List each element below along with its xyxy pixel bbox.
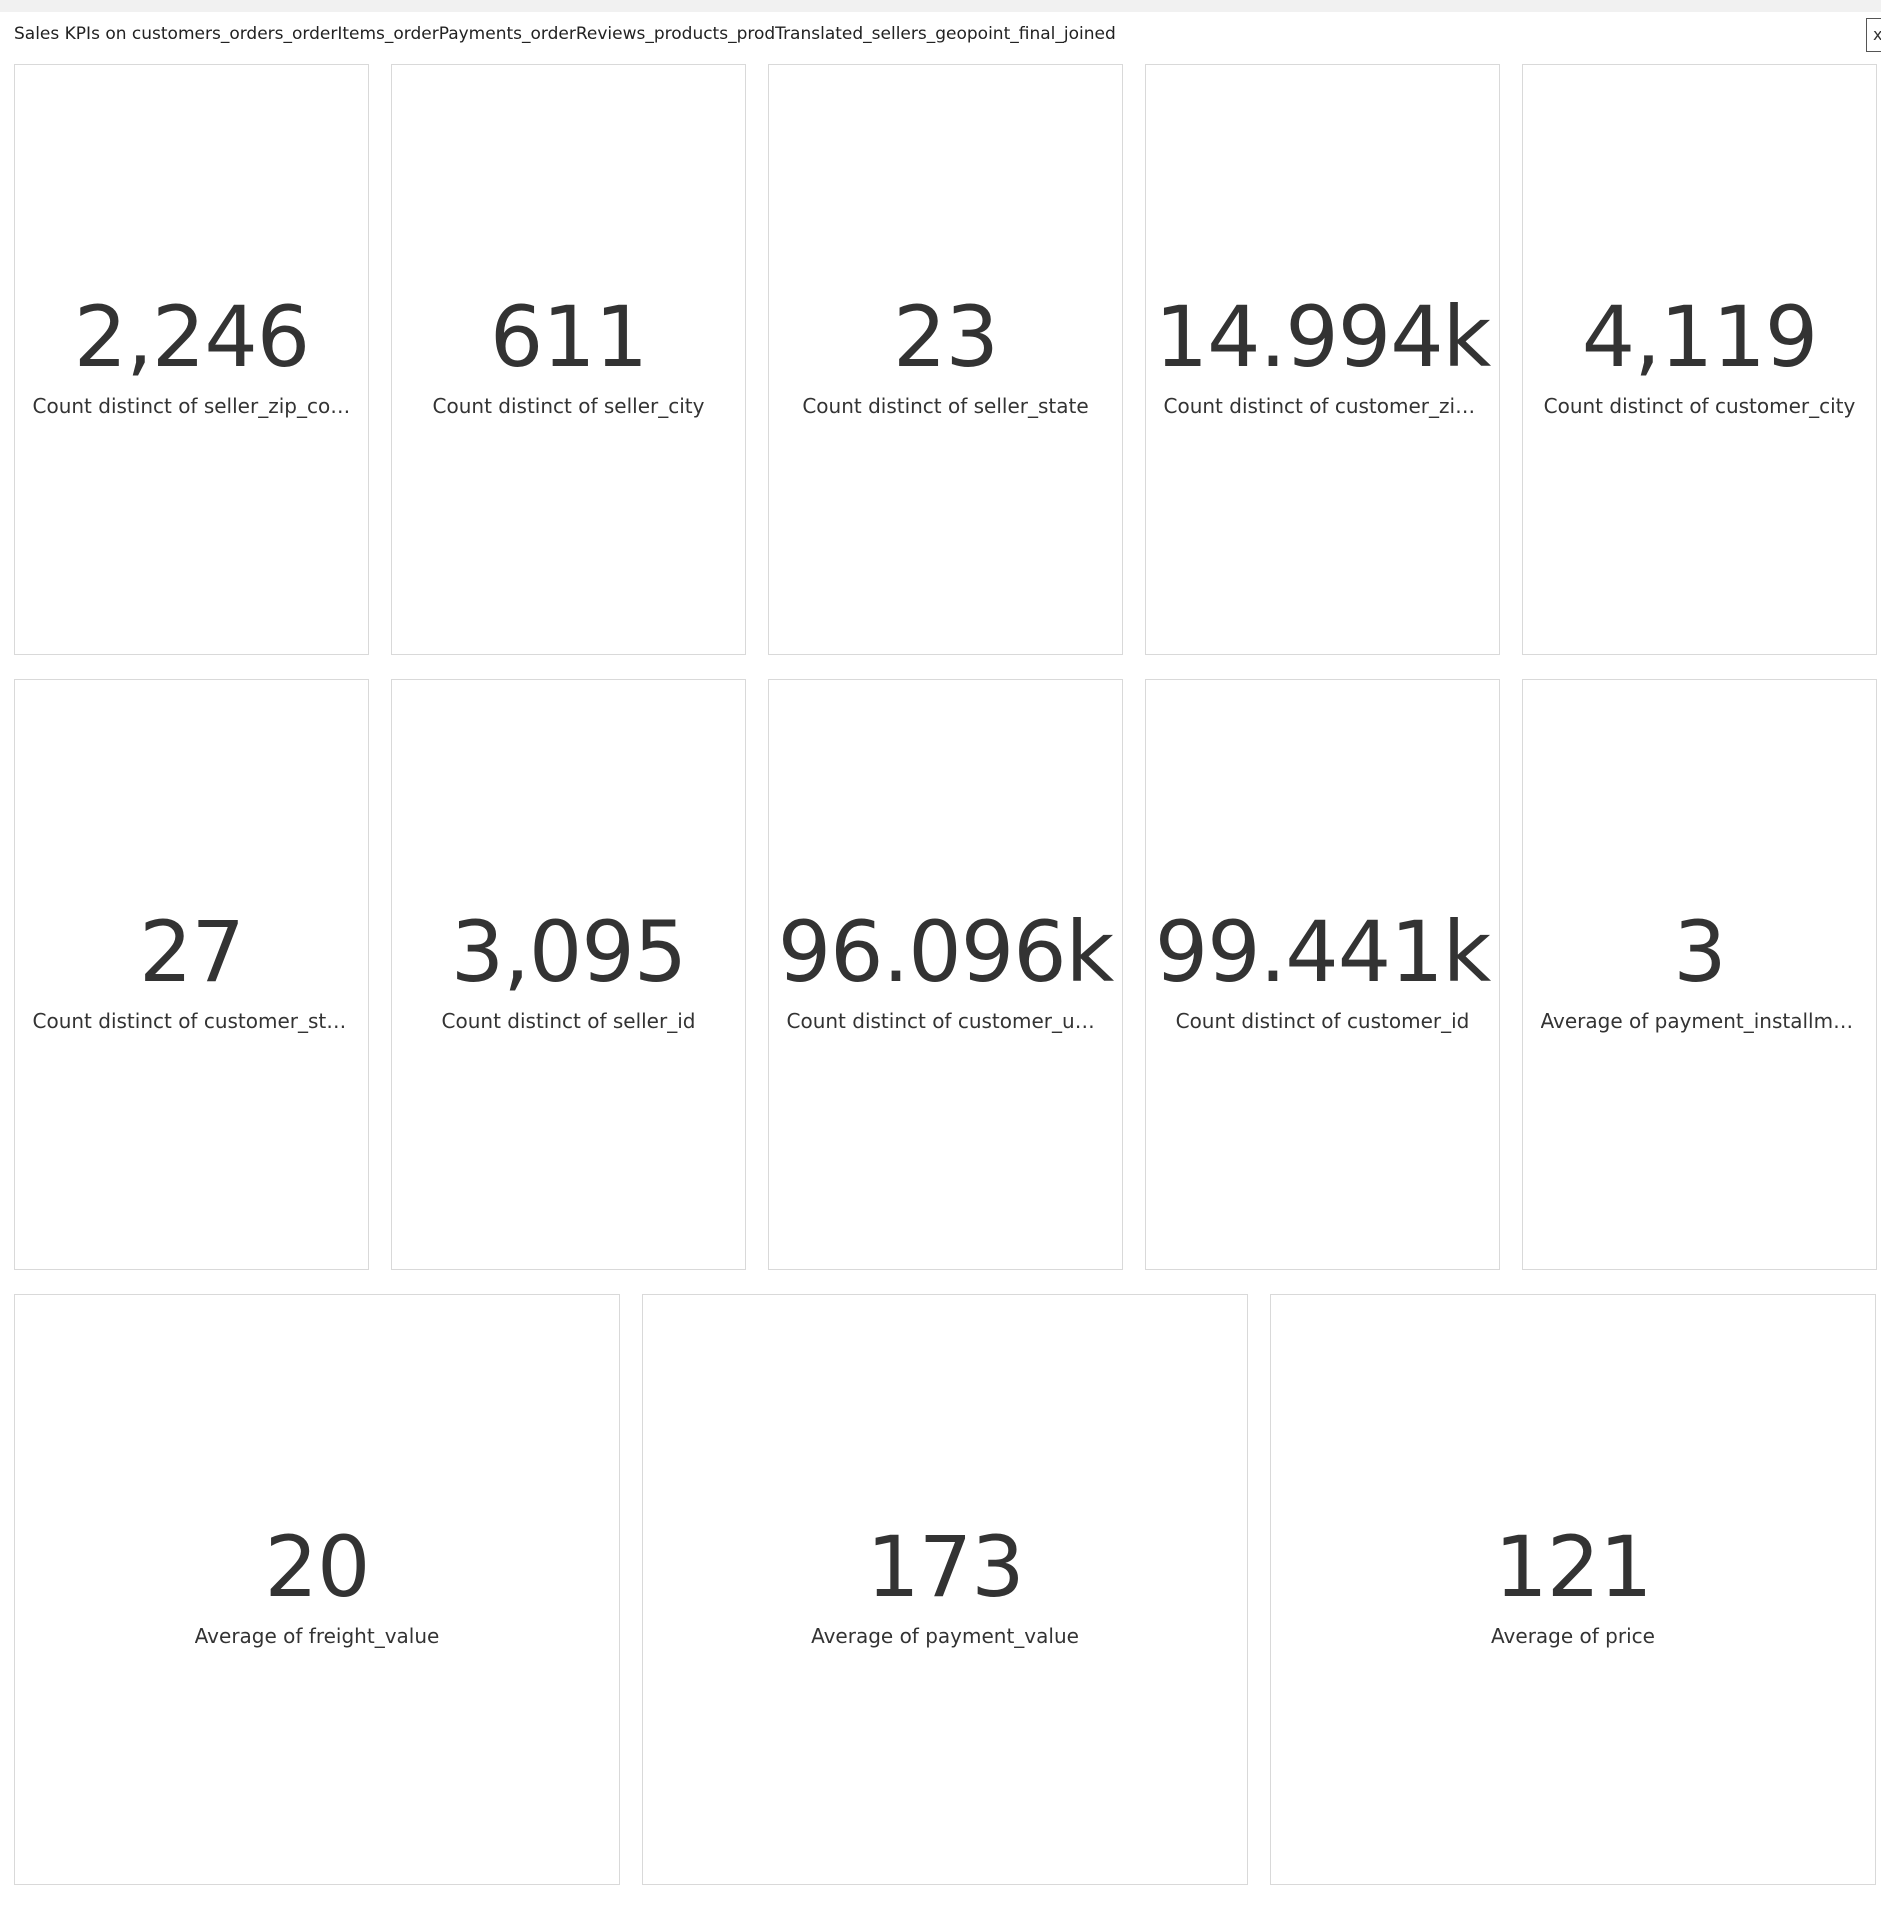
kpi-value: 121 — [1494, 1517, 1652, 1616]
kpi-card-seller-city[interactable]: 611 Count distinct of seller_city — [391, 64, 746, 655]
kpi-card-customer-zip-code[interactable]: 14.994k Count distinct of customer_zip_.… — [1145, 64, 1500, 655]
kpi-value: 2,246 — [73, 287, 310, 386]
panel-title: Sales KPIs on customers_orders_orderItem… — [14, 24, 1116, 44]
kpi-value: 3,095 — [450, 902, 687, 1001]
kpi-label: Count distinct of seller_city — [432, 393, 705, 418]
kpi-card-payment-installments[interactable]: 3 Average of payment_installments — [1522, 679, 1877, 1270]
kpi-card-customer-city[interactable]: 4,119 Count distinct of customer_city — [1522, 64, 1877, 655]
kpi-card-customer-id[interactable]: 99.441k Count distinct of customer_id — [1145, 679, 1500, 1270]
kpi-label: Count distinct of customer_uniq... — [786, 1008, 1105, 1033]
kpi-label: Count distinct of seller_zip_code... — [32, 393, 351, 418]
kpi-label: Count distinct of seller_id — [441, 1008, 696, 1033]
kpi-value: 3 — [1673, 902, 1726, 1001]
kpi-label: Count distinct of customer_zip_... — [1163, 393, 1482, 418]
kpi-value: 27 — [139, 902, 245, 1001]
kpi-value: 20 — [264, 1517, 371, 1616]
kpi-value: 23 — [893, 287, 999, 386]
kpi-value: 4,119 — [1581, 287, 1818, 386]
close-button[interactable]: x — [1866, 18, 1881, 52]
kpi-row-3: 20 Average of freight_value 173 Average … — [14, 1294, 1878, 1885]
kpi-card-seller-zip-code[interactable]: 2,246 Count distinct of seller_zip_code.… — [14, 64, 369, 655]
kpi-card-price[interactable]: 121 Average of price — [1270, 1294, 1876, 1885]
kpi-label: Average of payment_value — [811, 1623, 1079, 1648]
kpi-label: Count distinct of customer_id — [1175, 1008, 1470, 1033]
kpi-label: Count distinct of customer_state — [32, 1008, 351, 1033]
kpi-value: 611 — [489, 287, 648, 386]
kpi-card-customer-state[interactable]: 27 Count distinct of customer_state — [14, 679, 369, 1270]
kpi-label: Average of freight_value — [194, 1623, 440, 1648]
kpi-value: 14.994k — [1154, 287, 1492, 386]
kpi-label: Average of price — [1491, 1623, 1655, 1648]
kpi-grid: 2,246 Count distinct of seller_zip_code.… — [14, 64, 1878, 1909]
kpi-card-freight-value[interactable]: 20 Average of freight_value — [14, 1294, 620, 1885]
kpi-row-2: 27 Count distinct of customer_state 3,09… — [14, 679, 1878, 1270]
kpi-card-payment-value[interactable]: 173 Average of payment_value — [642, 1294, 1248, 1885]
kpi-row-1: 2,246 Count distinct of seller_zip_code.… — [14, 64, 1878, 655]
kpi-card-seller-id[interactable]: 3,095 Count distinct of seller_id — [391, 679, 746, 1270]
kpi-value: 173 — [866, 1517, 1024, 1616]
kpi-card-seller-state[interactable]: 23 Count distinct of seller_state — [768, 64, 1123, 655]
kpi-value: 99.441k — [1154, 902, 1492, 1001]
top-bar — [0, 0, 1881, 12]
kpi-label: Count distinct of seller_state — [802, 393, 1089, 418]
kpi-label: Count distinct of customer_city — [1543, 393, 1856, 418]
kpi-label: Average of payment_installments — [1540, 1008, 1859, 1033]
kpi-card-customer-unique-id[interactable]: 96.096k Count distinct of customer_uniq.… — [768, 679, 1123, 1270]
kpi-value: 96.096k — [777, 902, 1115, 1001]
